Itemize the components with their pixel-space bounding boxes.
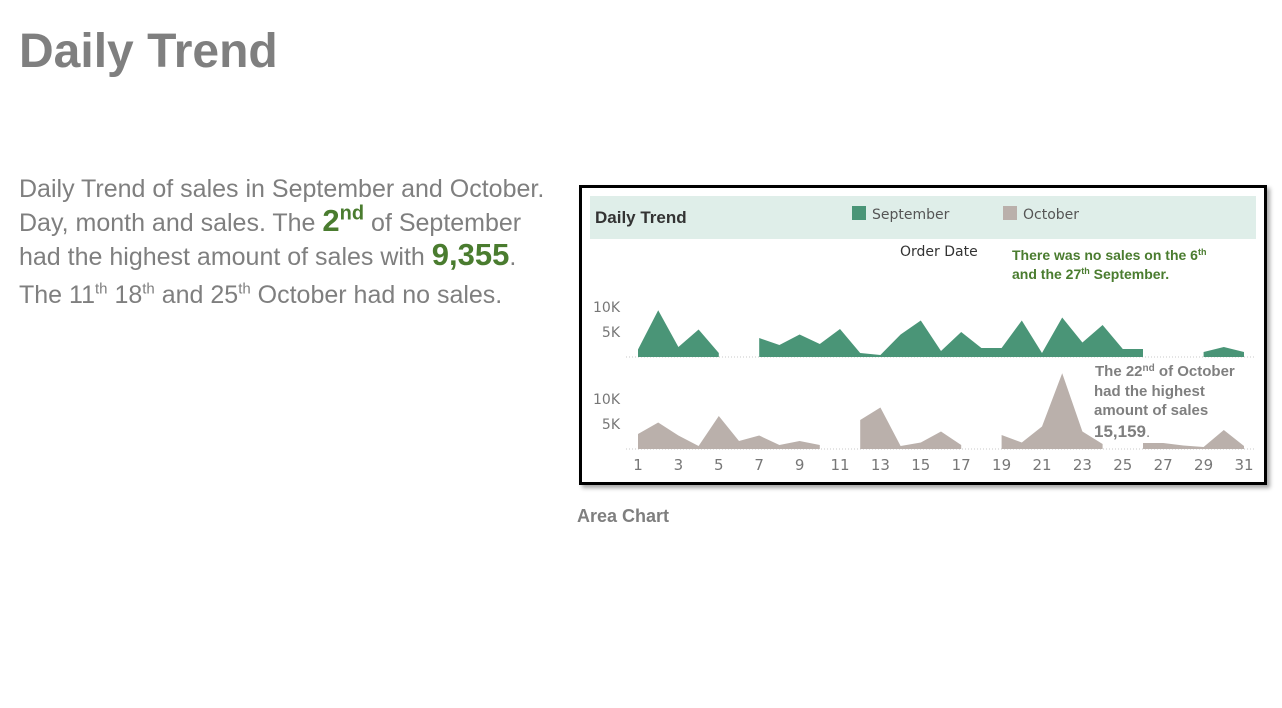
x-tick-label: 27 xyxy=(1154,456,1173,474)
daily-trend-area-chart: Daily Trend September October Order Date… xyxy=(590,196,1256,474)
chart-frame: Daily Trend September October Order Date… xyxy=(579,185,1267,485)
chart-header-band xyxy=(590,196,1256,239)
x-tick-label: 7 xyxy=(754,456,764,474)
figure-caption: Area Chart xyxy=(577,506,670,526)
october-y-tick-label: 5K xyxy=(602,417,621,433)
october-area-segment-4 xyxy=(1143,430,1244,449)
highlight-value: 9,355 xyxy=(431,237,510,272)
october-area-segment-1 xyxy=(638,416,820,449)
legend-label-september: September xyxy=(872,207,950,223)
y-axis: 10K 5K 10K 5K xyxy=(593,300,621,433)
september-note-line2: and the 27th September. xyxy=(1012,266,1169,282)
x-tick-label: 31 xyxy=(1234,456,1253,474)
highlight-day: 2nd xyxy=(322,202,365,238)
x-tick-label: 25 xyxy=(1113,456,1132,474)
september-y-tick-label: 5K xyxy=(602,325,621,341)
september-area-segment-1 xyxy=(638,310,719,357)
chart-title: Daily Trend xyxy=(595,208,687,227)
september-y-tick-label: 10K xyxy=(593,300,621,316)
x-tick-label: 1 xyxy=(633,456,643,474)
legend-swatch-october xyxy=(1003,206,1017,220)
october-area-segment-2 xyxy=(860,407,962,449)
september-note-line1: There was no sales on the 6th xyxy=(1012,247,1206,263)
x-tick-label: 5 xyxy=(714,456,724,474)
x-axis: 1 3 5 7 9 11 13 15 17 19 21 23 25 27 29 31 xyxy=(633,456,1253,474)
x-tick-label: 17 xyxy=(952,456,971,474)
october-note-line1: The 22nd of October xyxy=(1095,363,1235,380)
x-tick-label: 9 xyxy=(795,456,805,474)
october-note-line3: amount of sales xyxy=(1094,402,1208,419)
x-tick-label: 21 xyxy=(1032,456,1051,474)
september-area-segment-2 xyxy=(759,317,1143,357)
x-tick-label: 3 xyxy=(674,456,684,474)
legend-label-october: October xyxy=(1023,207,1079,223)
october-area-segment-3 xyxy=(1001,373,1103,449)
paragraph-september-summary: Daily Trend of sales in September and Oc… xyxy=(19,175,545,272)
x-tick-label: 19 xyxy=(992,456,1011,474)
x-tick-label: 15 xyxy=(911,456,930,474)
legend-swatch-september xyxy=(852,206,866,220)
slide-title: Daily Trend xyxy=(19,25,278,78)
october-note-line2: had the highest xyxy=(1094,383,1205,400)
october-note-value: 15,159. xyxy=(1094,422,1150,441)
x-tick-label: 23 xyxy=(1073,456,1092,474)
paragraph-october-no-sales: The 11th 18th and 25th October had no sa… xyxy=(19,280,503,309)
september-area-segment-3 xyxy=(1203,347,1244,357)
slide-body-text: Daily Trend of sales in September and Oc… xyxy=(19,173,559,317)
october-y-tick-label: 10K xyxy=(593,392,621,408)
x-tick-label: 13 xyxy=(871,456,890,474)
september-pane xyxy=(626,310,1254,358)
x-tick-label: 29 xyxy=(1194,456,1213,474)
x-axis-title: Order Date xyxy=(900,244,978,260)
x-tick-label: 11 xyxy=(830,456,849,474)
october-pane xyxy=(626,373,1254,450)
